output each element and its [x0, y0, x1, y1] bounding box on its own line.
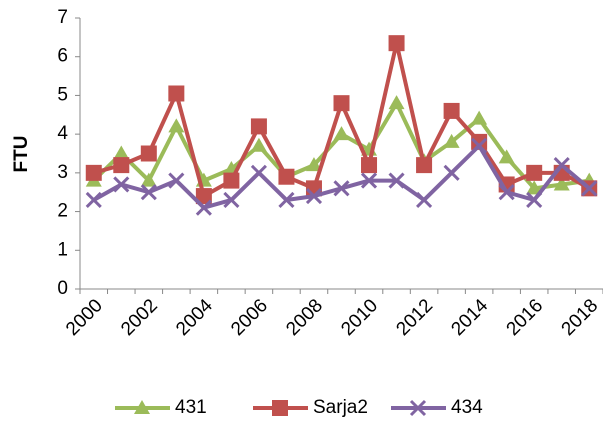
marker: [250, 137, 267, 152]
marker: [526, 191, 543, 209]
series-line: [93, 41, 591, 199]
marker: [113, 145, 130, 160]
marker: [85, 164, 102, 181]
marker: [168, 118, 185, 133]
marker: [168, 172, 185, 189]
y-tick-label: 5: [57, 84, 68, 105]
marker: [333, 180, 350, 197]
marker: [526, 180, 543, 195]
x-tick-label: 2010: [337, 295, 382, 340]
marker: [250, 118, 267, 135]
marker: [278, 168, 295, 185]
marker: [498, 149, 515, 164]
y-tick-label: 0: [57, 278, 68, 299]
y-tick-label: 4: [57, 123, 68, 144]
y-tick-label: 6: [57, 46, 68, 67]
marker: [195, 188, 212, 205]
marker: [134, 400, 150, 414]
marker: [305, 157, 322, 172]
y-tick-label: 2: [57, 201, 68, 222]
x-tick-label: 2014: [447, 295, 492, 340]
marker: [168, 85, 185, 102]
marker: [443, 102, 460, 119]
marker: [388, 35, 405, 52]
marker: [526, 164, 543, 181]
marker: [416, 191, 433, 209]
marker: [443, 133, 460, 148]
marker: [471, 110, 488, 125]
marker: [195, 199, 212, 216]
marker: [553, 176, 570, 191]
marker: [85, 191, 102, 209]
marker: [278, 191, 295, 209]
x-tick-label: 2006: [227, 295, 272, 340]
marker: [416, 157, 433, 174]
marker: [443, 164, 460, 181]
x-tick-label: 2002: [117, 295, 162, 340]
y-tick-label: 7: [57, 7, 68, 28]
marker: [581, 180, 598, 197]
marker: [140, 145, 157, 162]
marker: [272, 400, 288, 416]
marker: [140, 184, 157, 201]
marker: [113, 157, 130, 174]
marker: [140, 172, 157, 187]
marker: [250, 164, 267, 181]
x-tick-label: 2012: [392, 295, 437, 340]
marker: [223, 172, 240, 189]
marker: [471, 133, 488, 150]
marker: [360, 172, 378, 189]
marker: [498, 184, 515, 201]
marker: [223, 191, 240, 209]
marker: [361, 157, 378, 174]
x-tick-label: 2000: [62, 295, 107, 340]
marker: [388, 95, 405, 110]
marker: [471, 137, 488, 154]
marker: [113, 176, 130, 193]
y-tick-label: 1: [57, 239, 68, 260]
marker: [333, 95, 350, 112]
x-tick-label: 2016: [503, 295, 548, 340]
marker: [305, 188, 323, 205]
legend-label: 434: [451, 397, 483, 418]
x-tick-label: 2008: [282, 295, 327, 340]
marker: [409, 399, 427, 417]
marker: [333, 126, 350, 141]
legend-label: 431: [175, 397, 207, 418]
legend-label: Sarja2: [313, 397, 368, 418]
y-tick-label: 3: [57, 162, 68, 183]
marker: [553, 157, 570, 174]
x-tick-label: 2004: [172, 295, 217, 340]
series-line: [92, 143, 591, 210]
marker: [388, 172, 405, 189]
x-tick-label: 2018: [558, 295, 603, 340]
y-axis-label: FTU: [11, 136, 32, 173]
